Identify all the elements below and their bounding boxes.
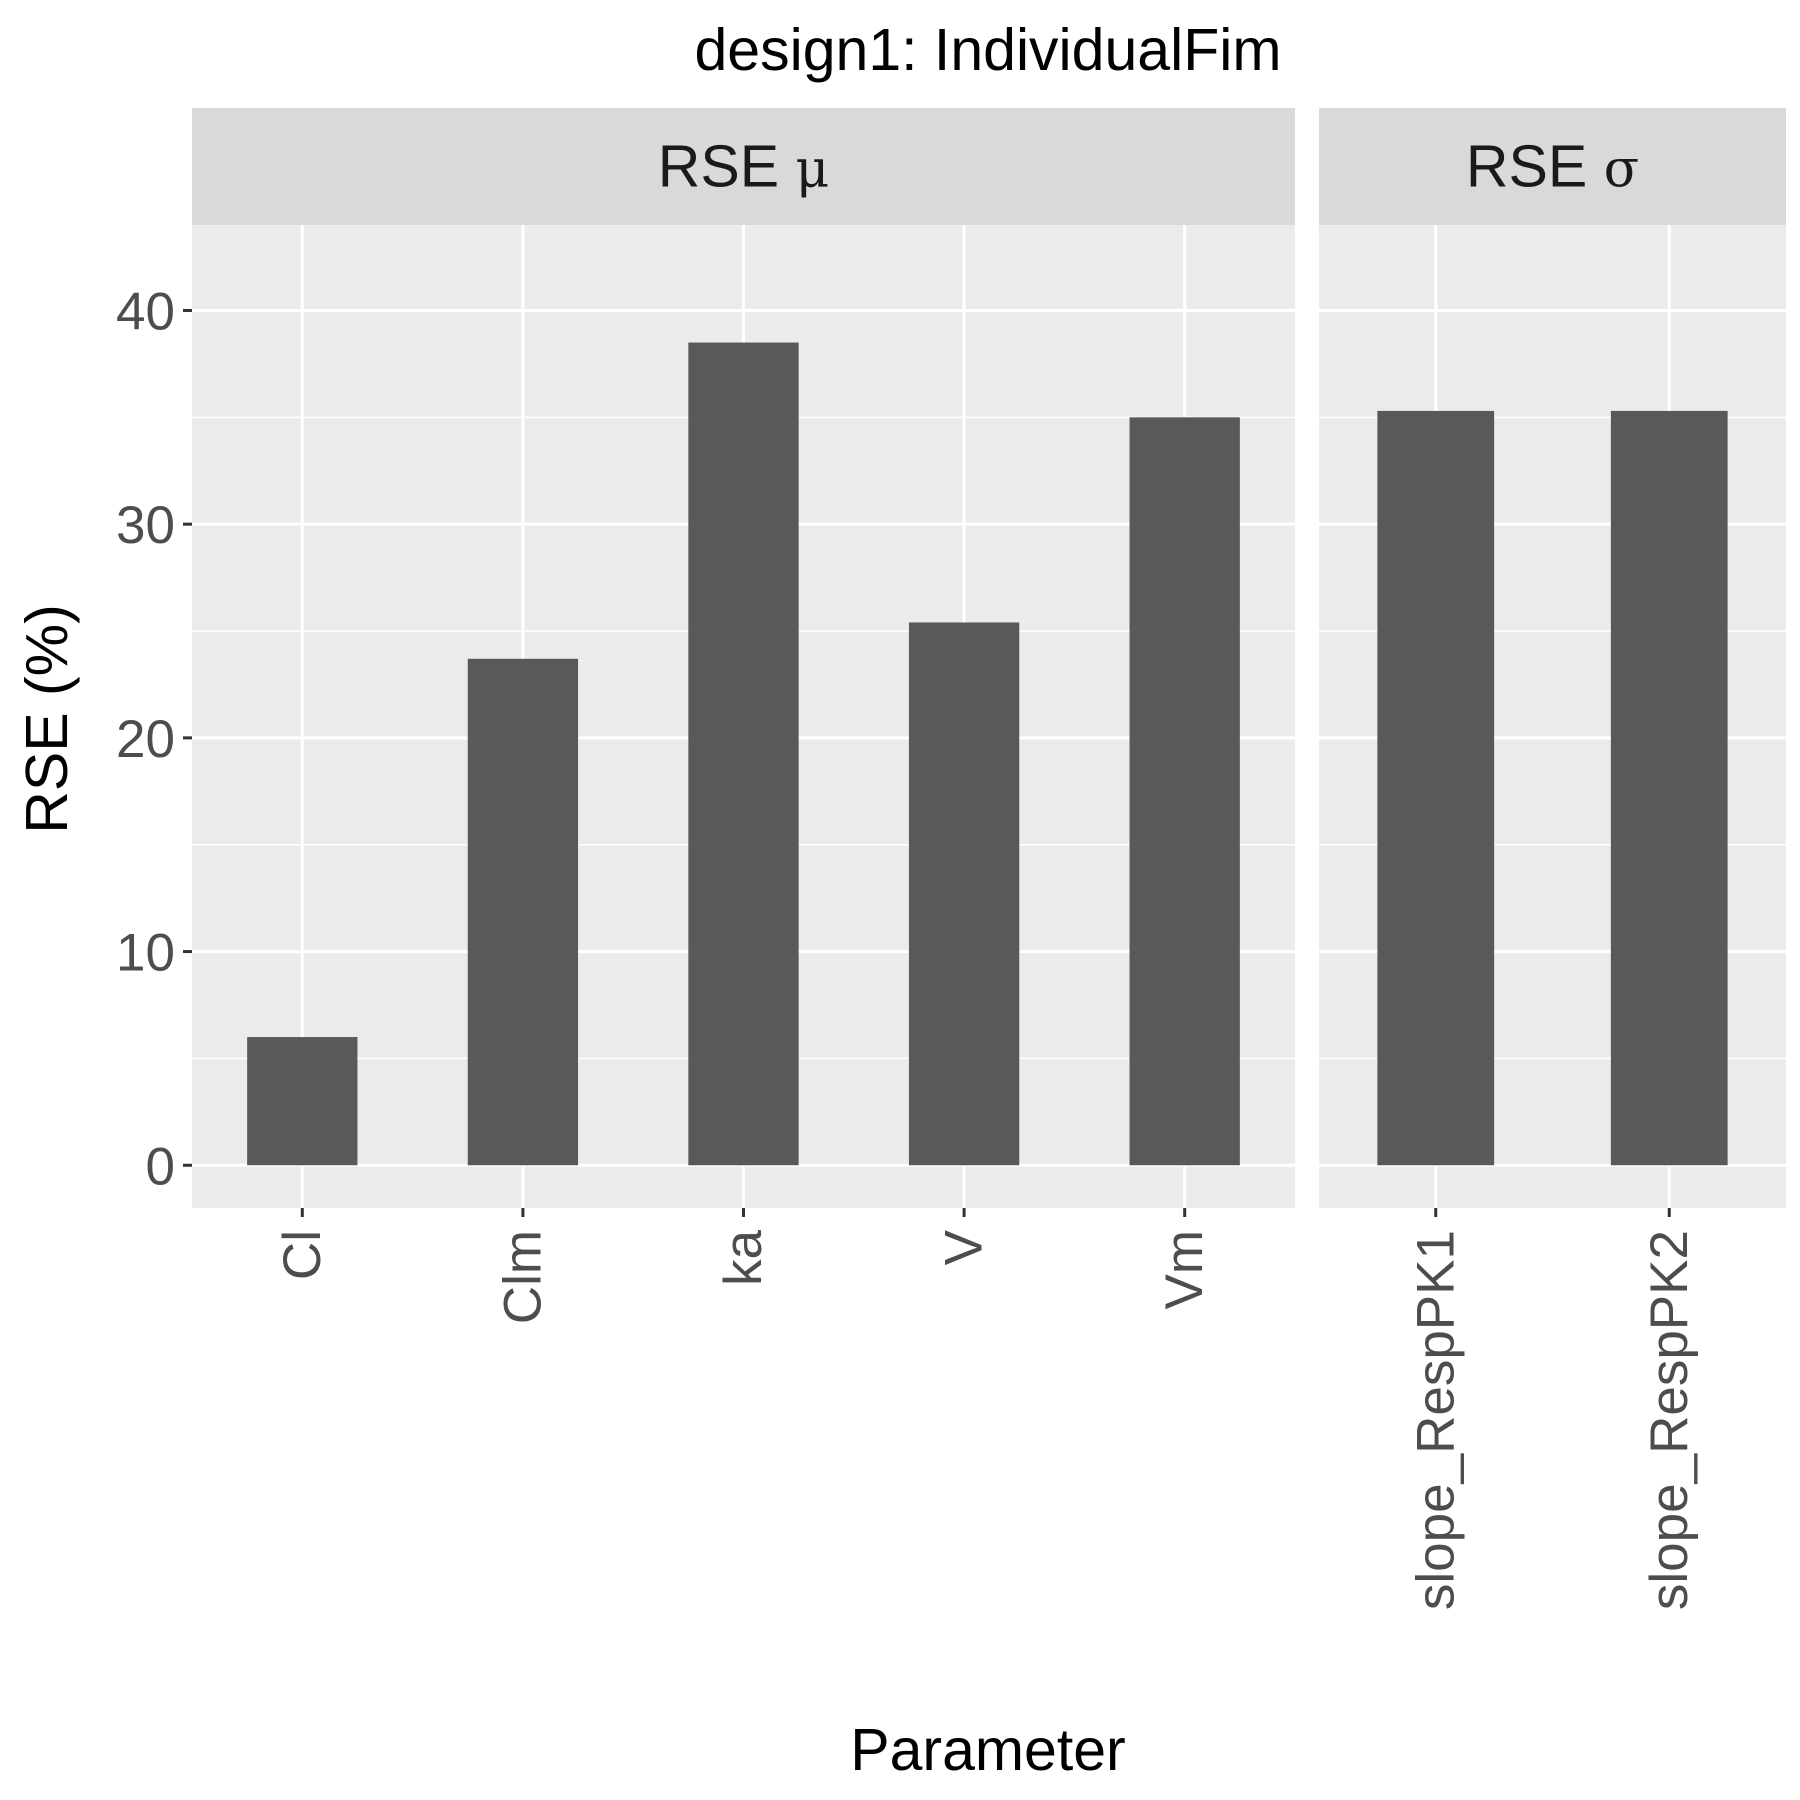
strip-label-symbol: σ bbox=[1604, 140, 1640, 200]
strip-label-text: RSE bbox=[658, 134, 796, 200]
y-tick-label: 20 bbox=[116, 710, 175, 769]
facet-panel-1: Cl Clm ka V Vm RSE μ bbox=[192, 108, 1295, 1324]
bar-ka bbox=[688, 342, 799, 1166]
bar-slope_RespPK1 bbox=[1377, 410, 1495, 1166]
bar-slope_RespPK2 bbox=[1610, 410, 1728, 1166]
facet-panel-2: slope_RespPK1 slope_RespPK2 RSE σ bbox=[1319, 108, 1786, 1610]
x-tick-label: V bbox=[935, 1229, 994, 1265]
bar-Clm bbox=[467, 658, 579, 1166]
bar-Cl bbox=[247, 1037, 358, 1166]
x-tick-label: slope_RespPK2 bbox=[1640, 1230, 1699, 1610]
y-tick-label: 10 bbox=[116, 924, 175, 983]
x-tick-label: Cl bbox=[273, 1230, 332, 1280]
facet-strip-label: RSE σ bbox=[1466, 134, 1639, 200]
chart-title: design1: IndividualFim bbox=[694, 17, 1281, 83]
x-tick-label: Vm bbox=[1155, 1230, 1214, 1310]
x-tick-label: ka bbox=[714, 1229, 773, 1286]
x-tick-label: slope_RespPK1 bbox=[1406, 1230, 1465, 1610]
y-tick-label: 0 bbox=[146, 1137, 175, 1196]
facet-strip-label: RSE μ bbox=[658, 134, 830, 200]
bar-V bbox=[908, 622, 1020, 1166]
strip-label-symbol: μ bbox=[795, 140, 829, 200]
x-tick-label: Clm bbox=[493, 1230, 552, 1324]
facet-strip bbox=[1319, 108, 1786, 225]
y-axis: 0 10 20 30 40 bbox=[116, 282, 192, 1196]
y-tick-label: 30 bbox=[116, 496, 175, 555]
facet-strip bbox=[192, 108, 1295, 225]
y-axis-title: RSE (%) bbox=[14, 604, 80, 833]
x-axis-title: Parameter bbox=[850, 1717, 1125, 1783]
strip-label-text: RSE bbox=[1466, 134, 1604, 200]
y-tick-label: 40 bbox=[116, 282, 175, 341]
bar-Vm bbox=[1129, 417, 1240, 1166]
